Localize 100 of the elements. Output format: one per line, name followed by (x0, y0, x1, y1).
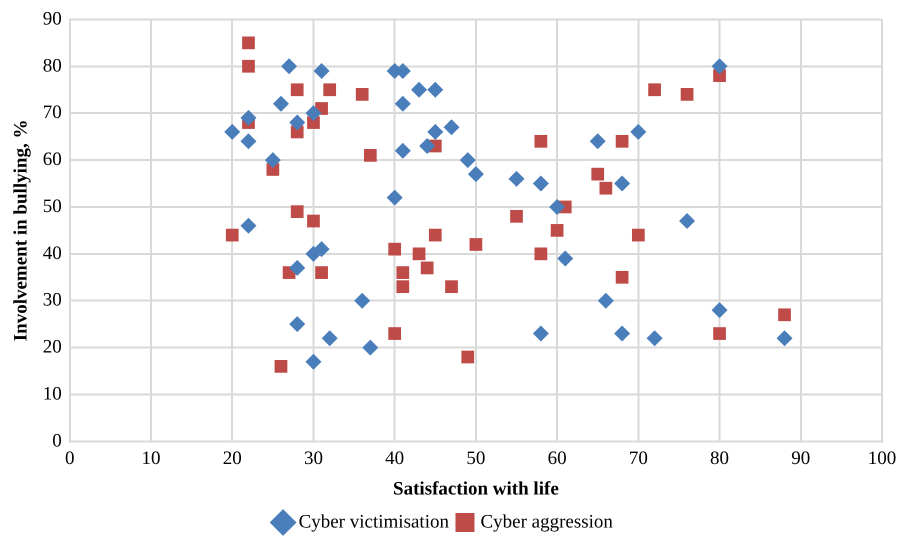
point (272, 96, 289, 112)
point (354, 292, 370, 309)
point (632, 228, 645, 242)
y-tick-label: 60 (42, 149, 62, 170)
point (289, 114, 306, 131)
point (281, 58, 298, 74)
point (778, 308, 791, 322)
point (305, 105, 322, 122)
point (315, 266, 328, 279)
x-tick-label: 0 (65, 448, 75, 469)
point (616, 134, 628, 148)
point (420, 262, 434, 274)
point (461, 350, 474, 364)
point (240, 110, 256, 126)
point (362, 340, 378, 356)
y-tick-label: 0 (52, 430, 62, 452)
point (534, 134, 548, 148)
x-tick-label: 100 (868, 448, 896, 469)
point (470, 238, 482, 251)
point (460, 152, 476, 168)
x-tick-label: 70 (628, 448, 648, 469)
point (264, 152, 281, 168)
legend-label: Cyber aggression (480, 511, 614, 532)
point (396, 280, 410, 294)
point (323, 83, 336, 96)
point (428, 228, 442, 242)
point (388, 242, 402, 256)
y-tick-label: 90 (42, 8, 62, 30)
point (508, 170, 525, 187)
point (242, 60, 255, 73)
point (314, 62, 330, 79)
point (590, 133, 606, 150)
point (630, 124, 646, 140)
point (356, 88, 369, 101)
point (599, 182, 612, 195)
point (364, 149, 377, 162)
point (532, 176, 549, 192)
x-tick-label: 60 (548, 448, 567, 469)
point (534, 247, 548, 260)
point (419, 138, 436, 154)
point (712, 58, 728, 74)
point (550, 224, 564, 237)
y-tick-label: 40 (42, 242, 62, 264)
point (646, 330, 663, 346)
point (648, 83, 661, 96)
point (510, 210, 523, 223)
x-axis-title: Satisfaction with life (393, 478, 559, 500)
point (290, 83, 304, 96)
point (616, 270, 628, 284)
y-tick-label: 30 (42, 290, 62, 311)
point (289, 316, 306, 332)
point (614, 176, 630, 192)
point (240, 218, 256, 234)
point (307, 214, 320, 228)
point (322, 330, 338, 346)
point (680, 88, 694, 101)
point (274, 360, 288, 373)
point (445, 280, 458, 294)
point (242, 36, 255, 50)
point (226, 228, 239, 242)
y-tick-label: 10 (42, 383, 62, 404)
y-axis-title: Involvement in bullying, % (10, 120, 32, 342)
point (679, 213, 696, 230)
legend-label: Cyber victimisation (298, 511, 450, 532)
point (614, 326, 630, 342)
point (427, 82, 444, 98)
point (305, 354, 322, 370)
y-tick-label: 70 (42, 102, 62, 124)
point (532, 326, 549, 342)
y-tick-label: 50 (42, 196, 62, 217)
x-tick-label: 80 (710, 448, 730, 469)
point (557, 250, 574, 267)
point (394, 96, 411, 112)
point (712, 302, 728, 318)
point (386, 190, 403, 206)
point (224, 124, 240, 140)
point (468, 166, 484, 182)
x-tick-label: 10 (142, 448, 161, 469)
point (289, 260, 306, 276)
point (776, 330, 793, 346)
x-tick-label: 30 (304, 448, 323, 469)
x-tick-label: 40 (385, 448, 404, 469)
x-tick-label: 90 (791, 448, 810, 469)
x-tick-label: 50 (466, 448, 486, 469)
point (591, 168, 604, 180)
point (713, 327, 726, 340)
y-tick-label: 80 (42, 55, 62, 76)
point (396, 266, 410, 279)
point (412, 247, 426, 260)
x-tick-label: 20 (222, 448, 242, 469)
point (394, 142, 411, 159)
point (411, 82, 428, 98)
point (549, 198, 566, 215)
point (314, 241, 330, 258)
point (290, 205, 304, 218)
point (444, 119, 460, 136)
y-tick-label: 20 (42, 336, 62, 358)
point (427, 124, 444, 140)
point (598, 292, 614, 309)
point (240, 133, 256, 150)
